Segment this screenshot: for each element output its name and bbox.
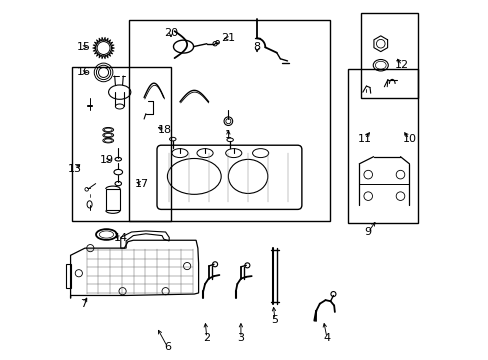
Text: 6: 6 [163,342,170,352]
Text: 19: 19 [100,155,114,165]
Text: 16: 16 [77,67,91,77]
Bar [72,67,171,221]
Text: 14: 14 [114,233,127,243]
Bar [105,189,120,211]
Text: 15: 15 [77,42,91,52]
Text: 1: 1 [224,130,231,140]
Text: 18: 18 [158,125,172,135]
Text: 11: 11 [357,134,371,144]
Text: 3: 3 [237,333,244,343]
Text: 5: 5 [271,315,278,325]
Text: 7: 7 [80,299,87,309]
Text: 4: 4 [323,333,330,343]
Bar [129,21,329,221]
Text: 9: 9 [364,227,371,237]
Text: 20: 20 [163,28,178,38]
Text: 10: 10 [402,134,416,144]
Bar [361,13,417,98]
Text: 13: 13 [68,164,82,174]
Text: 17: 17 [135,179,149,189]
Text: 8: 8 [253,42,260,52]
Text: 2: 2 [203,333,210,343]
Text: 21: 21 [221,33,235,43]
Bar [348,69,418,223]
Text: 12: 12 [394,60,408,70]
